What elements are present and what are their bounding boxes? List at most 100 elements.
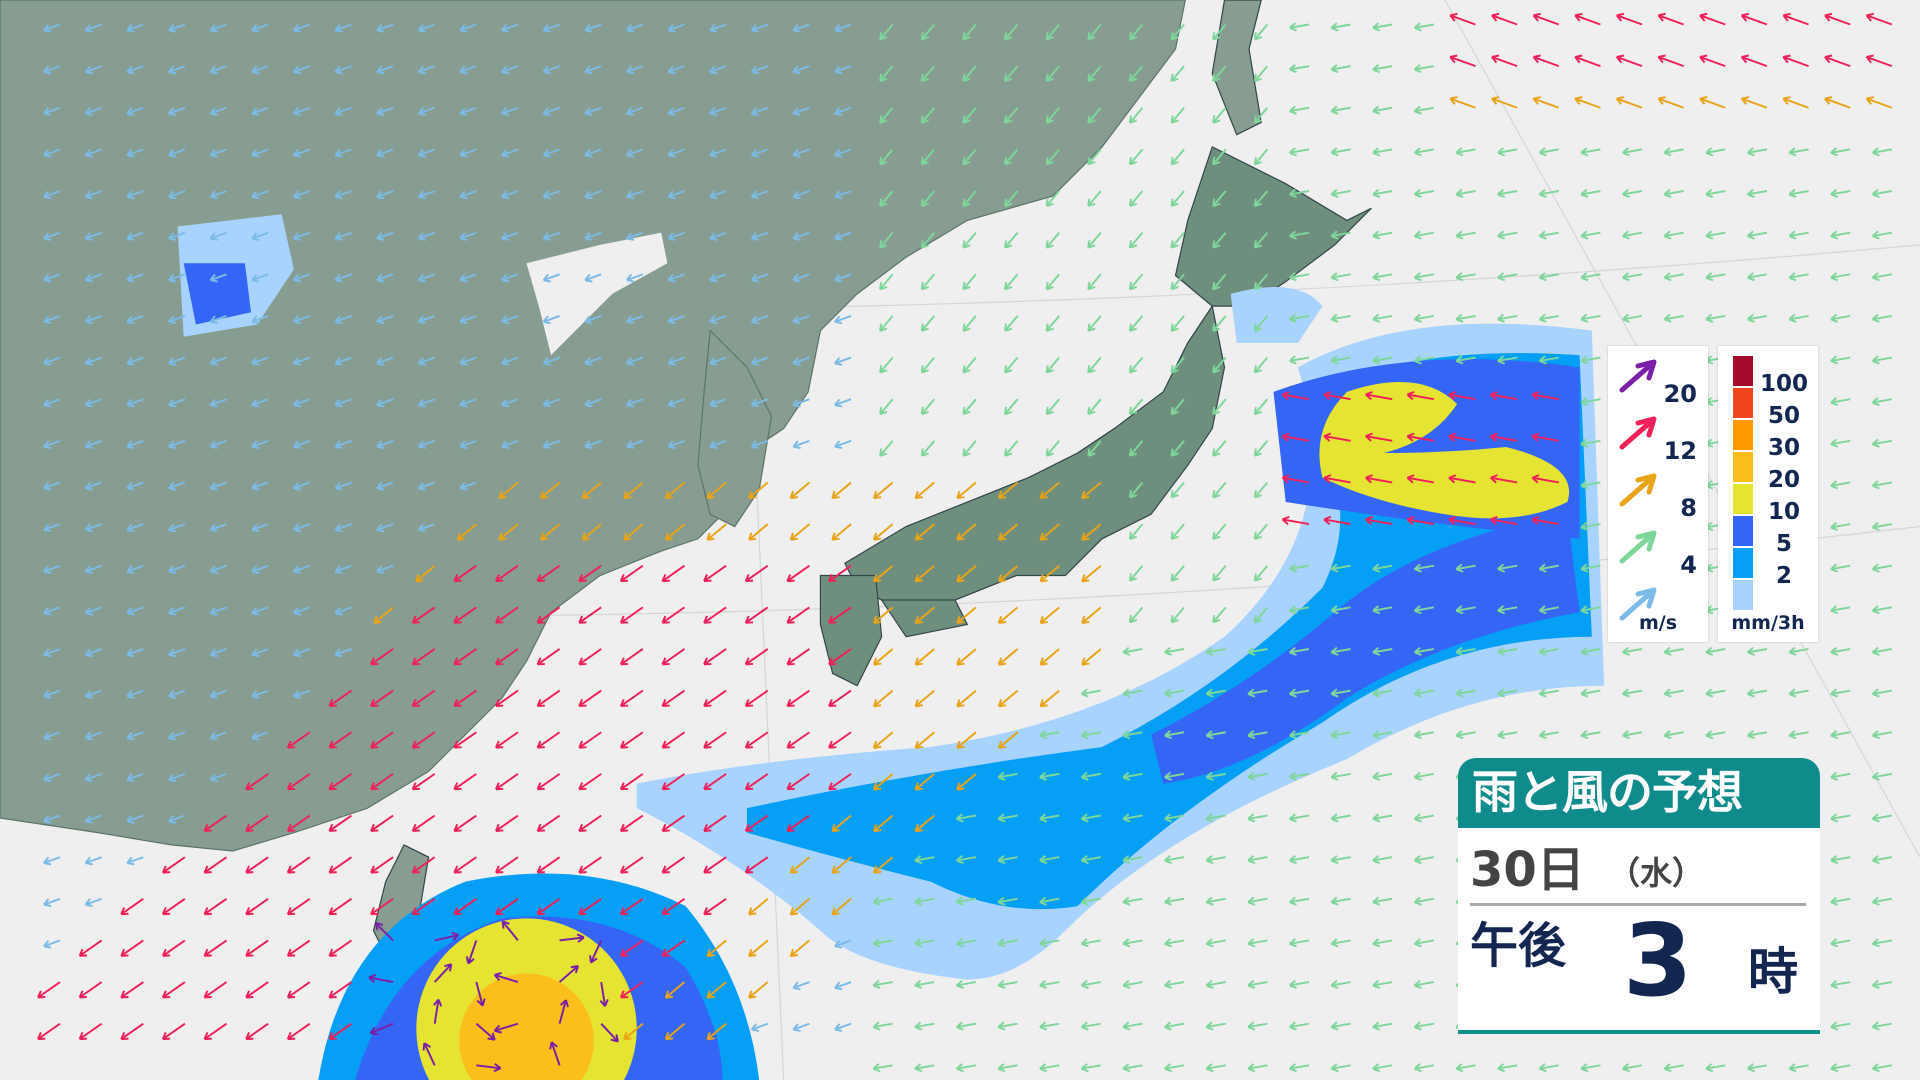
wind-arrow	[1330, 688, 1351, 698]
wind-arrow	[453, 856, 477, 874]
rain-legend-swatch	[1733, 452, 1753, 482]
wind-arrow	[920, 440, 936, 457]
wind-arrow	[667, 231, 685, 241]
wind-arrow	[1330, 1063, 1351, 1073]
wind-arrow	[1448, 432, 1476, 442]
wind-arrow	[1212, 273, 1227, 291]
wind-arrow	[1413, 854, 1435, 865]
wind-arrow	[872, 979, 893, 989]
wind-arrow	[709, 314, 727, 325]
wind-arrow	[328, 1022, 352, 1041]
wind-arrow	[417, 65, 436, 75]
wind-arrow	[126, 23, 144, 33]
wind-arrow	[1622, 313, 1643, 323]
wind-arrow	[750, 273, 769, 283]
wind-arrow	[126, 731, 144, 741]
wind-arrow	[1532, 96, 1560, 109]
wind-arrow	[292, 564, 311, 574]
wind-arrow	[625, 398, 644, 408]
wind-arrow	[1039, 689, 1060, 708]
wind-arrow	[1045, 315, 1060, 332]
wind-arrow	[411, 648, 436, 666]
wind-arrow	[1003, 190, 1019, 207]
wind-arrow	[476, 1062, 502, 1073]
wind-arrow	[664, 523, 686, 541]
wind-arrow	[1871, 938, 1893, 948]
wind-arrow	[786, 648, 810, 666]
wind-arrow	[43, 273, 61, 283]
wind-arrow	[1330, 313, 1351, 323]
wind-arrow	[584, 439, 602, 450]
wind-arrow	[1580, 230, 1601, 240]
wind-arrow	[1080, 938, 1101, 948]
wind-arrow	[417, 314, 436, 325]
wind-arrow	[1128, 356, 1144, 374]
wind-arrow	[1080, 854, 1101, 865]
wind-arrow	[126, 273, 144, 283]
wind-arrow	[1830, 1021, 1851, 1031]
wind-arrow	[750, 106, 769, 116]
wind-arrow	[209, 689, 227, 699]
wind-arrow	[370, 731, 394, 749]
wind-arrow	[619, 606, 644, 624]
wind-arrow	[625, 65, 644, 75]
wind-arrow-icon	[1619, 359, 1657, 393]
wind-arrow	[1372, 22, 1393, 32]
wind-arrow	[1538, 355, 1559, 365]
wind-arrow	[872, 523, 894, 541]
wind-arrow	[1253, 190, 1269, 207]
wind-arrow	[245, 897, 269, 916]
wind-arrow	[1413, 730, 1435, 740]
wind-arrow	[1497, 272, 1518, 282]
wind-arrow	[828, 689, 852, 708]
wind-arrow-icon	[1619, 530, 1657, 564]
wind-arrow	[84, 190, 102, 200]
wind-arrow	[1128, 273, 1144, 291]
wind-arrow	[1164, 979, 1185, 989]
wind-arrow	[328, 856, 352, 874]
wind-arrow	[1087, 440, 1102, 457]
wind-arrow	[1330, 105, 1351, 115]
rain-legend-value: 100	[1759, 371, 1808, 397]
wind-arrow	[1122, 646, 1143, 656]
wind-arrow	[1247, 979, 1268, 989]
wind-arrow	[1830, 646, 1851, 656]
wind-arrow	[1871, 771, 1893, 781]
wind-arrow	[1128, 232, 1144, 249]
wind-arrow	[286, 731, 311, 749]
wind-arrow	[43, 689, 61, 699]
wind-arrow	[1128, 565, 1144, 582]
wind-arrow	[292, 231, 311, 241]
wind-arrow	[1281, 474, 1310, 484]
wind-arrow	[1087, 356, 1102, 374]
wind-arrow	[1253, 273, 1269, 291]
wind-arrow	[879, 440, 894, 457]
wind-arrow	[1538, 730, 1559, 740]
wind-arrow	[1746, 147, 1768, 157]
wind-arrow	[251, 731, 269, 741]
wind-arrow	[1538, 1063, 1559, 1073]
wind-arrow	[750, 65, 769, 75]
wind-arrow	[126, 398, 144, 408]
wind-arrow	[706, 981, 727, 999]
wind-arrow	[1580, 147, 1601, 157]
wind-arrow	[920, 148, 936, 166]
wind-arrow	[1212, 65, 1227, 83]
wind-arrow	[619, 564, 644, 583]
wind-arrow	[792, 273, 810, 283]
wind-arrow	[962, 23, 977, 41]
wind-arrow	[703, 689, 727, 708]
wind-arrow	[1003, 23, 1019, 41]
wind-arrow	[433, 998, 443, 1024]
wind-arrow	[789, 856, 811, 874]
wind-arrow	[1622, 730, 1643, 740]
wind-arrow	[872, 606, 894, 625]
wind-arrow	[1746, 646, 1768, 656]
wind-arrow	[126, 481, 144, 491]
wind-arrow	[251, 273, 269, 283]
wind-arrow	[578, 814, 602, 832]
wind-arrow	[120, 1022, 144, 1041]
wind-arrow	[1170, 440, 1185, 457]
wind-arrow	[1830, 896, 1851, 906]
wind-arrow	[43, 772, 61, 783]
